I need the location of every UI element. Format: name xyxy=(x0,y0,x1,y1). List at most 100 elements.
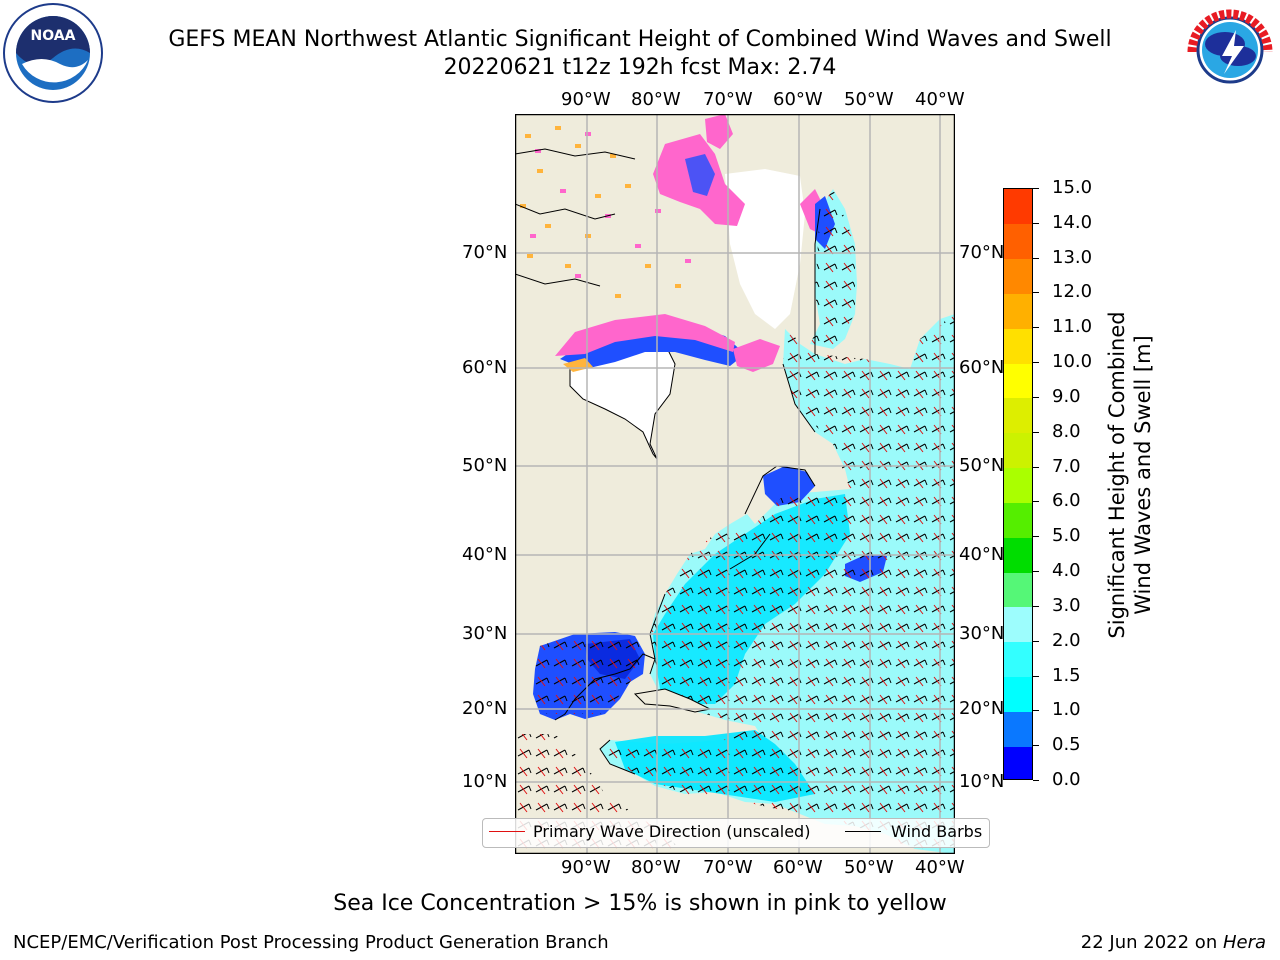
labrador-ice-pink xyxy=(733,339,780,372)
colorbar-tick-mark xyxy=(1033,675,1039,677)
ice-pink-north xyxy=(705,114,733,149)
colorbar-label-line2: Wind Waves and Swell [m] xyxy=(1131,335,1155,615)
colorbar-tick-label: 9.0 xyxy=(1052,385,1081,407)
lon-tick-bottom: 70°W xyxy=(703,857,753,878)
lat-tick-left: 70°N xyxy=(462,242,508,263)
colorbar-segment xyxy=(1004,572,1032,608)
wind-barb-field xyxy=(600,314,955,854)
colorbar-tick-label: 14.0 xyxy=(1052,211,1093,233)
lon-tick-bottom: 80°W xyxy=(631,857,681,878)
colorbar-tick-mark xyxy=(1033,640,1039,642)
map-frame xyxy=(515,114,955,854)
labrador-wind-barbs xyxy=(810,189,855,349)
legend-wave-direction: Primary Wave Direction (unscaled) xyxy=(533,822,811,841)
colorbar-label-line1: Significant Height of Combined xyxy=(1105,311,1129,639)
hudson-ice-pink xyxy=(555,314,735,356)
baffin-bay xyxy=(725,169,805,329)
colorbar-tick-mark xyxy=(1033,501,1039,503)
colorbar-tick-mark xyxy=(1033,292,1039,294)
colorbar-tick-label: 5.0 xyxy=(1052,525,1081,547)
lon-tick-top: 80°W xyxy=(631,89,681,110)
gulf-wind-barbs xyxy=(533,634,645,714)
colorbar-tick-label: 10.0 xyxy=(1052,351,1093,373)
lat-tick-left: 40°N xyxy=(462,544,508,565)
page-title: GEFS MEAN Northwest Atlantic Significant… xyxy=(168,27,1112,52)
lat-tick-right: 30°N xyxy=(959,623,1005,644)
colorbar-segment xyxy=(1004,189,1032,225)
colorbar-segment xyxy=(1004,397,1032,434)
cuba xyxy=(633,688,712,713)
colorbar-tick-label: 0.0 xyxy=(1052,769,1081,790)
lon-tick-bottom: 40°W xyxy=(915,857,965,878)
colorbar-segment xyxy=(1004,676,1032,712)
lon-tick-bottom: 50°W xyxy=(844,857,894,878)
colorbar-tick-label: 7.0 xyxy=(1052,455,1081,477)
colorbar-tick-mark xyxy=(1033,222,1039,224)
gridlines xyxy=(515,114,955,854)
lon-tick-bottom: 60°W xyxy=(773,857,823,878)
colorbar-segment xyxy=(1004,467,1032,503)
lat-tick-right: 20°N xyxy=(959,698,1005,719)
arctic-ice-flecks xyxy=(520,126,681,298)
lon-tick-top: 90°W xyxy=(561,89,611,110)
colorbar-tick-label: 0.5 xyxy=(1052,734,1081,756)
footer-branch: NCEP/EMC/Verification Post Processing Pr… xyxy=(13,932,609,953)
colorbar-segment xyxy=(1004,363,1032,399)
colorbar-segment xyxy=(1004,328,1032,364)
colorbar-segment xyxy=(1004,223,1032,260)
colorbar-tick-mark xyxy=(1033,745,1039,747)
lat-tick-left: 10°N xyxy=(462,771,508,792)
baffin-ice-blue xyxy=(685,154,715,196)
lon-tick-top: 50°W xyxy=(844,89,894,110)
lon-tick-bottom: 90°W xyxy=(561,857,611,878)
colorbar-tick-mark xyxy=(1033,780,1039,781)
lat-tick-right: 50°N xyxy=(959,455,1005,476)
colorbar-tick-label: 3.0 xyxy=(1052,594,1081,616)
colorbar-tick-label: 8.0 xyxy=(1052,420,1081,442)
lon-tick-top: 60°W xyxy=(773,89,823,110)
colorbar-tick-mark xyxy=(1033,571,1039,573)
page-subtitle: 20220621 t12z 192h fcst Max: 2.74 xyxy=(443,55,837,80)
colorbar-segment xyxy=(1004,293,1032,329)
colorbar-segment xyxy=(1004,606,1032,643)
colorbar-segment xyxy=(1004,502,1032,538)
lat-tick-left: 50°N xyxy=(462,455,508,476)
sea-ice-note: Sea Ice Concentration > 15% is shown in … xyxy=(333,891,947,916)
colorbar-tick-label: 2.0 xyxy=(1052,629,1081,651)
colorbar-tick-mark xyxy=(1033,362,1039,364)
colorbar-tick-mark xyxy=(1033,327,1039,329)
lon-tick-top: 70°W xyxy=(703,89,753,110)
colorbar-tick-mark xyxy=(1033,188,1039,189)
map-legend: Primary Wave Direction (unscaled) Wind B… xyxy=(482,818,990,848)
colorbar-tick-label: 1.0 xyxy=(1052,699,1081,721)
nws-logo xyxy=(1183,3,1277,97)
footer-date-text: 22 Jun 2022 on xyxy=(1080,932,1223,953)
colorbar-tick-mark xyxy=(1033,257,1039,259)
colorbar-tick-mark xyxy=(1033,396,1039,398)
colorbar-tick-label: 15.0 xyxy=(1052,177,1093,198)
colorbar-tick-mark xyxy=(1033,605,1039,607)
colorbar-segment xyxy=(1004,746,1032,779)
colorbar-segment xyxy=(1004,711,1032,747)
lat-tick-right: 40°N xyxy=(959,544,1005,565)
colorbar-segment xyxy=(1004,258,1032,294)
lat-tick-right: 10°N xyxy=(959,771,1005,792)
wind-barb-swatch xyxy=(845,831,881,832)
lat-tick-left: 20°N xyxy=(462,698,508,719)
noaa-logo: NOAA xyxy=(3,3,103,103)
wave-direction-swatch xyxy=(489,831,525,832)
lon-tick-top: 40°W xyxy=(915,89,965,110)
noaa-logo-text: NOAA xyxy=(31,28,76,44)
lat-tick-left: 30°N xyxy=(462,623,508,644)
colorbar xyxy=(1003,188,1033,780)
colorbar-segment xyxy=(1004,432,1032,469)
colorbar-tick-label: 11.0 xyxy=(1052,316,1093,338)
colorbar-tick-label: 13.0 xyxy=(1052,246,1093,268)
legend-wind-barbs: Wind Barbs xyxy=(891,822,983,841)
colorbar-tick-label: 6.0 xyxy=(1052,490,1081,512)
colorbar-tick-mark xyxy=(1033,431,1039,433)
colorbar-segment xyxy=(1004,641,1032,678)
lat-tick-right: 70°N xyxy=(959,242,1005,263)
colorbar-tick-mark xyxy=(1033,466,1039,468)
lat-tick-right: 60°N xyxy=(959,357,1005,378)
